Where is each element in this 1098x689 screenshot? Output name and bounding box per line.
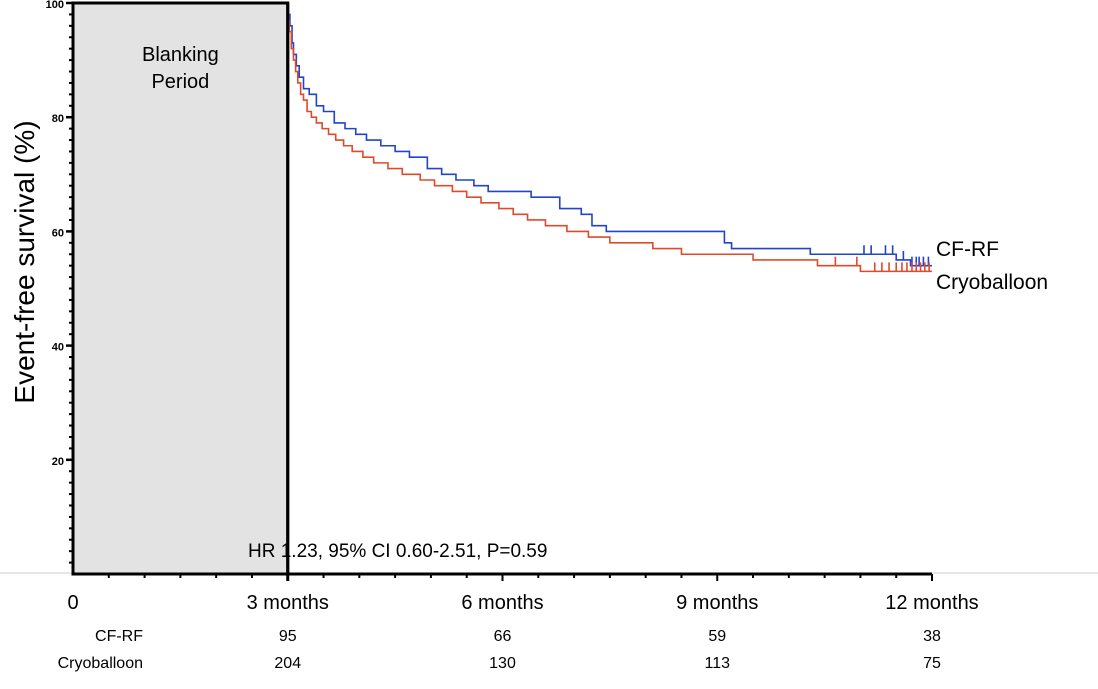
x-tick-label: 12 months — [885, 592, 978, 614]
series-label: Cryoballoon — [936, 271, 1048, 294]
at-risk-count: 204 — [274, 655, 302, 672]
series-label: CF-RF — [936, 238, 999, 261]
at-risk-count: 59 — [708, 628, 727, 645]
y-tick-label: 100 — [46, 0, 64, 11]
y-axis-ticks: 20 40 60 80 100 — [46, 0, 73, 564]
y-tick-label: 40 — [52, 342, 64, 354]
at-risk-count: 75 — [923, 655, 941, 672]
x-tick-label: 0 — [67, 592, 78, 614]
at-risk-count: 95 — [278, 628, 297, 645]
y-tick-label: 60 — [52, 227, 64, 239]
y-axis-label: Event-free survival (%) — [9, 120, 40, 403]
blanking-label-line2: Period — [151, 71, 209, 93]
x-tick-label: 9 months — [676, 592, 758, 614]
x-tick-label: 3 months — [247, 592, 329, 614]
curve-cf-rf — [287, 13, 932, 267]
x-axis-ticks: 0 3 months 6 months 9 months 12 months — [67, 574, 979, 614]
y-tick-label: 80 — [52, 113, 64, 125]
at-risk-row-label: Cryoballoon — [57, 655, 143, 672]
at-risk-count: 38 — [923, 628, 941, 645]
hazard-ratio-annotation: HR 1.23, 95% CI 0.60-2.51, P=0.59 — [248, 541, 547, 562]
survival-curves: CF-RF Cryoballoon — [287, 13, 1048, 294]
y-tick-label: 20 — [52, 456, 64, 468]
at-risk-count: 130 — [489, 655, 516, 672]
at-risk-row-label: CF-RF — [95, 628, 143, 645]
curve-cryoballoon — [287, 19, 932, 273]
x-tick-label: 6 months — [461, 592, 543, 614]
blanking-label-line1: Blanking — [142, 44, 219, 66]
at-risk-count: 66 — [493, 628, 512, 645]
at-risk-count: 113 — [704, 655, 730, 672]
